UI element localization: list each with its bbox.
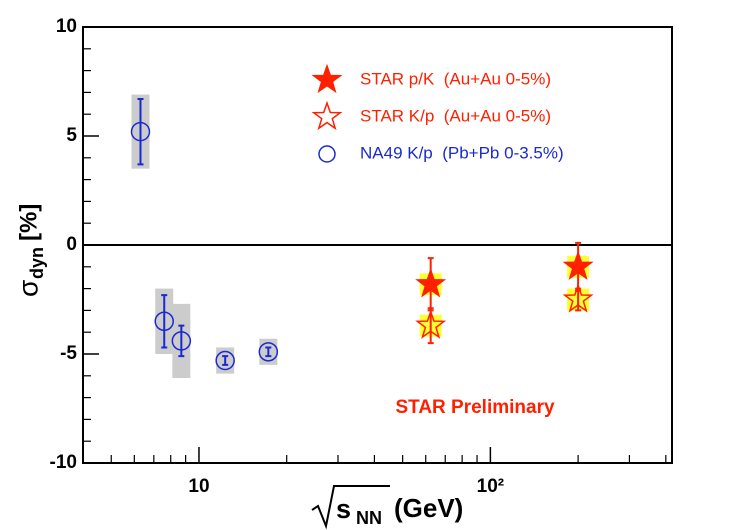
y-label-sub: dyn [27,247,47,279]
legend-marker [311,63,343,94]
y-tick-label: 10 [56,16,77,37]
point [562,250,594,280]
error-bar [427,307,434,345]
error-bar [161,294,168,349]
y-axis-label: σ dyn [%] [12,204,46,297]
x-label-sub: NN [356,508,382,528]
legend-marker [311,100,343,131]
y-label-unit: [%] [15,204,42,241]
point [215,350,235,371]
y-tick-label: 0 [66,234,77,255]
x-tick-label: 10² [477,476,504,497]
point [415,309,447,339]
x-tick-label: 10 [188,476,209,497]
x-label-unit: (GeV) [394,493,463,523]
legend-label: NA49 K/p (Pb+Pb 0-3.5%) [360,143,564,162]
annotation: STAR Preliminary [395,397,555,418]
error-bar [265,346,272,358]
legend-marker [318,145,336,163]
x-axis-label: s NN (GeV) [311,485,463,530]
y-tick-label: -10 [50,452,77,473]
point [258,342,279,362]
x-label-base: s [336,494,351,524]
error-bar [575,287,582,312]
legend-label: STAR K/p (Au+Au 0-5%) [360,106,551,125]
point [130,121,151,142]
error-bar [222,355,229,366]
y-label-base: σ [12,280,43,297]
legend-label: STAR p/K (Au+Au 0-5%) [360,69,551,88]
y-tick-label: 5 [66,125,77,146]
point [562,283,594,313]
error-bar [137,97,144,166]
radical-sign [311,485,390,530]
point [154,311,174,332]
point [415,267,447,298]
y-tick-label: -5 [60,343,77,364]
error-bar [178,324,185,358]
point [171,331,192,351]
